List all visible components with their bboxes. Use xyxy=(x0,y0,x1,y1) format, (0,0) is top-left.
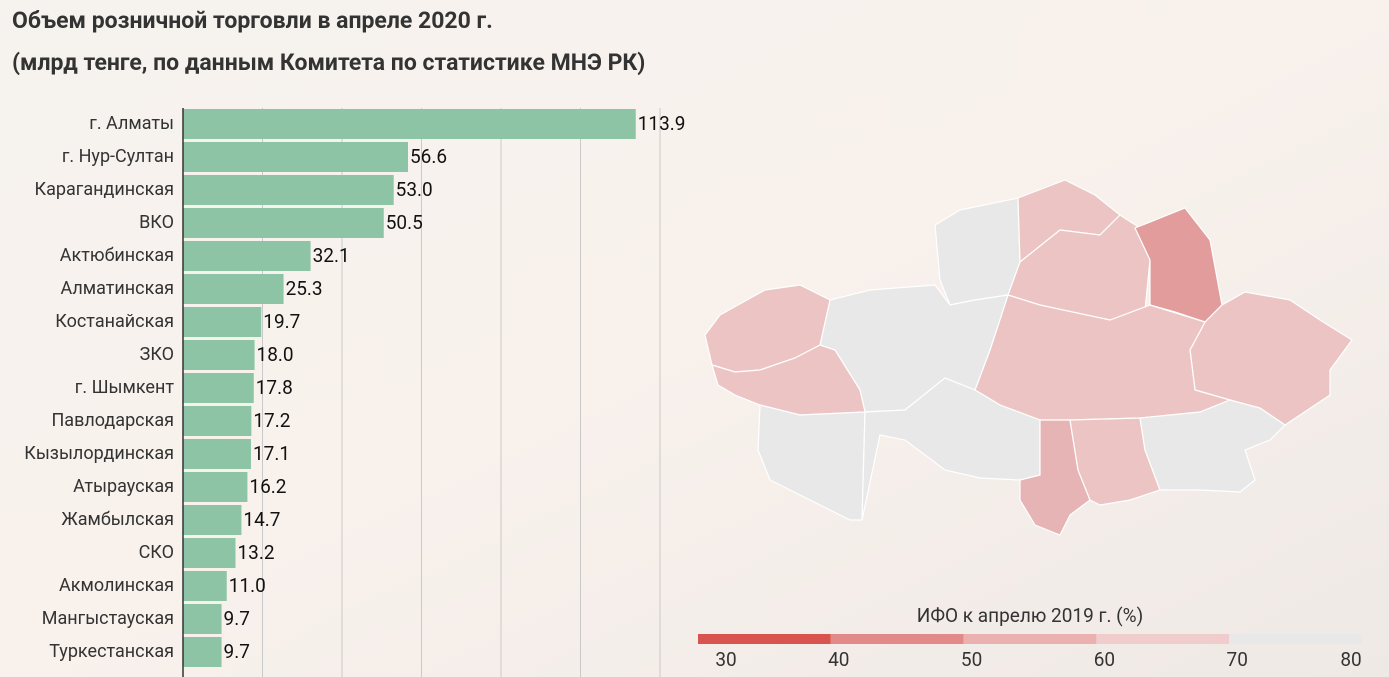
value-label: 18.0 xyxy=(257,343,294,366)
y-tick-label: Жамбылская xyxy=(61,509,174,530)
bar xyxy=(183,637,222,667)
y-tick-label: Атырауская xyxy=(73,476,174,497)
legend-swatch xyxy=(1096,634,1230,644)
value-label: 9.7 xyxy=(224,607,250,630)
bar xyxy=(183,307,262,337)
value-label: 19.7 xyxy=(263,310,300,333)
bar xyxy=(183,109,636,139)
bar xyxy=(183,241,311,271)
map xyxy=(704,179,1353,536)
legend-swatch xyxy=(698,634,831,644)
bar xyxy=(183,208,384,238)
bar xyxy=(183,472,248,502)
value-label: 9.7 xyxy=(224,640,250,663)
bar xyxy=(183,373,254,403)
y-tick-label: Костанайская xyxy=(55,311,174,332)
value-label: 25.3 xyxy=(286,277,323,300)
legend-tick-label: 70 xyxy=(1227,648,1248,671)
bar xyxy=(183,340,255,370)
legend-swatch xyxy=(1229,634,1362,644)
bar xyxy=(183,142,408,172)
legend-swatch xyxy=(963,634,1097,644)
bar xyxy=(183,604,222,634)
value-label: 17.8 xyxy=(256,376,293,399)
legend-title: ИФО к апрелю 2019 г. (%) xyxy=(917,604,1143,627)
value-label: 13.2 xyxy=(237,541,274,564)
legend-tick-label: 80 xyxy=(1340,648,1361,671)
y-tick-label: г. Нур-Султан xyxy=(62,146,174,167)
bar xyxy=(183,538,236,568)
legend-tick-label: 50 xyxy=(961,648,982,671)
region xyxy=(1139,399,1286,493)
value-label: 11.0 xyxy=(229,574,266,597)
legend-tick-label: 40 xyxy=(828,648,849,671)
bar xyxy=(183,406,252,436)
legend-tick-label: 60 xyxy=(1094,648,1115,671)
y-tick-label: ЗКО xyxy=(140,344,174,365)
value-label: 113.9 xyxy=(638,112,686,135)
value-label: 56.6 xyxy=(410,145,447,168)
bar xyxy=(183,571,227,601)
y-tick-label: Туркестанская xyxy=(49,641,174,662)
y-tick-label: г. Шымкент xyxy=(75,377,175,398)
y-tick-label: Алматинская xyxy=(60,278,174,299)
region xyxy=(711,344,866,416)
y-tick-label: СКО xyxy=(139,542,174,563)
region xyxy=(757,404,866,521)
bar xyxy=(183,175,394,205)
legend-swatch xyxy=(830,634,964,644)
y-tick-label: г. Алматы xyxy=(89,113,174,134)
y-tick-label: Кызылординская xyxy=(24,443,174,464)
y-tick-label: Актюбинская xyxy=(60,245,174,266)
y-tick-label: Павлодарская xyxy=(51,410,174,431)
value-label: 50.5 xyxy=(386,211,423,234)
bar xyxy=(183,274,284,304)
value-label: 14.7 xyxy=(243,508,280,531)
value-label: 32.1 xyxy=(313,244,350,267)
bar xyxy=(183,439,251,469)
chart-title: Объем розничной торговли в апреле 2020 г… xyxy=(12,7,493,34)
bar xyxy=(183,505,242,535)
value-label: 53.0 xyxy=(396,178,433,201)
y-tick-label: Акмолинская xyxy=(59,575,174,596)
y-tick-label: ВКО xyxy=(139,212,174,233)
value-label: 17.2 xyxy=(253,409,290,432)
legend-tick-label: 30 xyxy=(715,648,736,671)
value-label: 16.2 xyxy=(249,475,286,498)
y-tick-label: Карагандинская xyxy=(35,179,174,200)
y-tick-label: Мангыстауская xyxy=(42,608,174,629)
chart-subtitle: (млрд тенге, по данным Комитета по стати… xyxy=(12,49,645,76)
value-label: 17.1 xyxy=(253,442,290,465)
